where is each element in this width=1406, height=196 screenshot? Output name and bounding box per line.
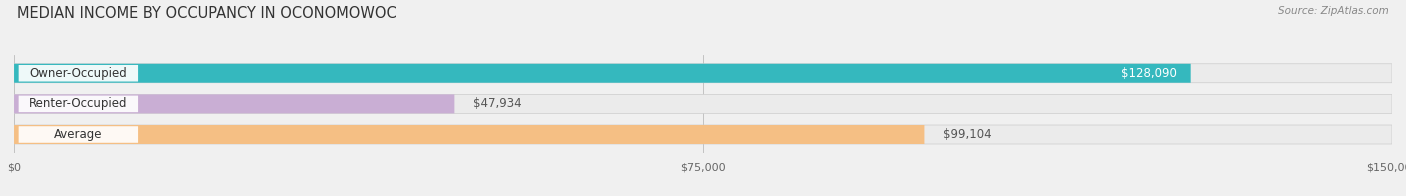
FancyBboxPatch shape <box>14 125 924 144</box>
FancyBboxPatch shape <box>14 64 1392 83</box>
Text: Owner-Occupied: Owner-Occupied <box>30 67 127 80</box>
Text: $47,934: $47,934 <box>472 97 522 110</box>
FancyBboxPatch shape <box>14 64 1191 83</box>
FancyBboxPatch shape <box>14 94 454 113</box>
FancyBboxPatch shape <box>14 94 1392 113</box>
Text: MEDIAN INCOME BY OCCUPANCY IN OCONOMOWOC: MEDIAN INCOME BY OCCUPANCY IN OCONOMOWOC <box>17 6 396 21</box>
FancyBboxPatch shape <box>18 96 138 112</box>
FancyBboxPatch shape <box>18 126 138 143</box>
Text: $128,090: $128,090 <box>1121 67 1177 80</box>
Text: Average: Average <box>53 128 103 141</box>
FancyBboxPatch shape <box>18 65 138 82</box>
Text: Source: ZipAtlas.com: Source: ZipAtlas.com <box>1278 6 1389 16</box>
Text: Renter-Occupied: Renter-Occupied <box>30 97 128 110</box>
Text: $99,104: $99,104 <box>943 128 991 141</box>
FancyBboxPatch shape <box>14 125 1392 144</box>
